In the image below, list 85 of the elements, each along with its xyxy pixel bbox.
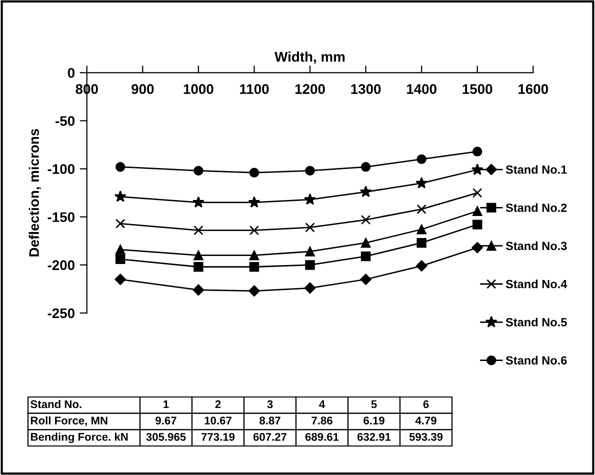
y-tick-label: -150 <box>48 212 74 222</box>
point <box>194 225 204 236</box>
legend-label: Stand No.3 <box>506 241 567 250</box>
point <box>305 166 315 176</box>
point <box>305 260 315 270</box>
text: Roll Force, MN <box>30 416 108 426</box>
point <box>416 204 426 214</box>
text: 2 <box>215 400 221 408</box>
text: 3 <box>267 400 273 408</box>
point <box>194 250 204 260</box>
text: 773.19 <box>201 432 235 441</box>
legend-label: Stand No.6 <box>506 356 567 365</box>
text: 10.67 <box>204 416 232 424</box>
x-tick-label: 1300 <box>351 84 381 94</box>
point <box>416 154 426 164</box>
text: 305.965 <box>146 432 186 441</box>
point <box>472 242 483 254</box>
x-axis-title: Width, mm <box>274 52 345 64</box>
point <box>249 250 260 260</box>
text: 6.19 <box>364 416 384 424</box>
point <box>248 285 260 297</box>
point <box>194 262 204 272</box>
x-tick-label: 1600 <box>518 84 548 94</box>
legend-label: Stand No.5 <box>506 318 567 326</box>
point <box>249 225 260 236</box>
text: 7.86 <box>312 416 332 424</box>
y-tick-label: 0 <box>68 68 74 78</box>
y-tick-label: -50 <box>56 116 74 126</box>
text: 593.39 <box>409 432 443 441</box>
text: 607.27 <box>253 432 287 441</box>
text: 689.61 <box>305 432 339 441</box>
text: 4 <box>319 400 326 408</box>
text: 9.67 <box>156 416 176 424</box>
point <box>114 190 126 202</box>
text: 4.79 <box>415 416 436 424</box>
y-axis-title: Deflection, microns <box>28 128 41 256</box>
point <box>360 238 371 248</box>
x-tick-label: 1000 <box>184 84 214 94</box>
point <box>114 274 126 285</box>
point <box>360 186 372 198</box>
point <box>471 164 484 175</box>
point <box>304 282 316 294</box>
point <box>472 220 482 230</box>
point <box>115 218 126 228</box>
point <box>416 176 428 188</box>
legend-label: Stand No.1 <box>506 165 567 174</box>
point <box>248 196 260 208</box>
y-tick-label: -200 <box>48 260 74 270</box>
point <box>115 254 126 264</box>
point <box>416 224 426 234</box>
text: 5 <box>371 400 377 408</box>
point <box>115 244 126 254</box>
point <box>115 162 126 172</box>
point <box>305 222 315 232</box>
x-tick-label: 1400 <box>406 84 436 94</box>
point <box>249 168 260 178</box>
point <box>304 193 316 205</box>
point <box>416 260 428 272</box>
x-tick-label: 1200 <box>295 84 325 94</box>
y-tick-label: -250 <box>48 308 74 318</box>
point <box>192 284 204 296</box>
y-tick-label: -100 <box>48 164 74 174</box>
point <box>472 206 482 216</box>
point <box>194 166 204 176</box>
point <box>360 162 371 172</box>
point <box>416 238 426 248</box>
point <box>360 274 372 285</box>
point <box>192 196 204 208</box>
point <box>249 262 260 272</box>
x-tick-label: 1100 <box>240 84 269 94</box>
point <box>472 146 482 156</box>
text: 1 <box>164 400 169 408</box>
point <box>360 251 371 262</box>
point <box>360 214 371 225</box>
x-tick-label: 900 <box>132 84 154 94</box>
point <box>305 246 315 256</box>
legend-label: Stand No.2 <box>506 203 567 212</box>
text: 6 <box>423 400 429 408</box>
point <box>472 188 482 198</box>
text: Bending Force. kN <box>30 432 128 444</box>
text: Stand No. <box>30 400 82 408</box>
x-tick-label: 1500 <box>462 84 492 94</box>
text: 8.87 <box>260 416 280 424</box>
legend-label: Stand No.4 <box>506 280 568 288</box>
text: 632.91 <box>357 432 391 441</box>
